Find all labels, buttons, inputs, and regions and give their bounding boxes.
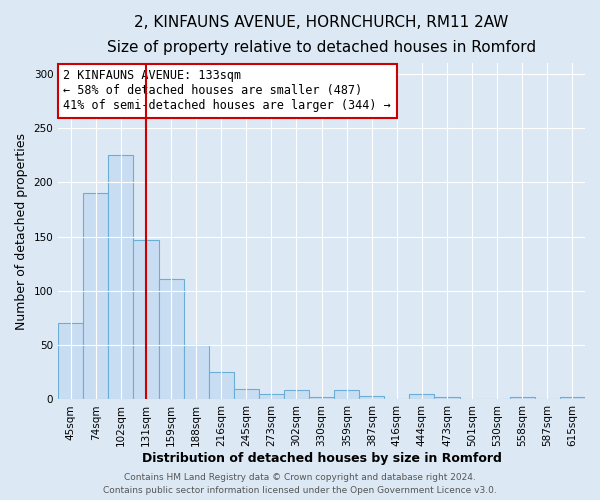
Bar	[284, 390, 309, 400]
Bar	[409, 394, 434, 400]
Title: 2, KINFAUNS AVENUE, HORNCHURCH, RM11 2AW
Size of property relative to detached h: 2, KINFAUNS AVENUE, HORNCHURCH, RM11 2AW…	[107, 15, 536, 54]
Bar	[434, 398, 460, 400]
X-axis label: Distribution of detached houses by size in Romford: Distribution of detached houses by size …	[142, 452, 502, 465]
Y-axis label: Number of detached properties: Number of detached properties	[15, 132, 28, 330]
Bar	[234, 388, 259, 400]
Bar	[109, 155, 133, 400]
Bar	[560, 398, 585, 400]
Bar	[334, 390, 359, 400]
Bar	[309, 398, 334, 400]
Bar	[133, 240, 158, 400]
Bar	[209, 372, 234, 400]
Bar	[58, 324, 83, 400]
Bar	[158, 279, 184, 400]
Bar	[259, 394, 284, 400]
Bar	[359, 396, 385, 400]
Bar	[510, 398, 535, 400]
Bar	[184, 345, 209, 400]
Text: 2 KINFAUNS AVENUE: 133sqm
← 58% of detached houses are smaller (487)
41% of semi: 2 KINFAUNS AVENUE: 133sqm ← 58% of detac…	[64, 70, 391, 112]
Text: Contains HM Land Registry data © Crown copyright and database right 2024.
Contai: Contains HM Land Registry data © Crown c…	[103, 474, 497, 495]
Bar	[83, 193, 109, 400]
